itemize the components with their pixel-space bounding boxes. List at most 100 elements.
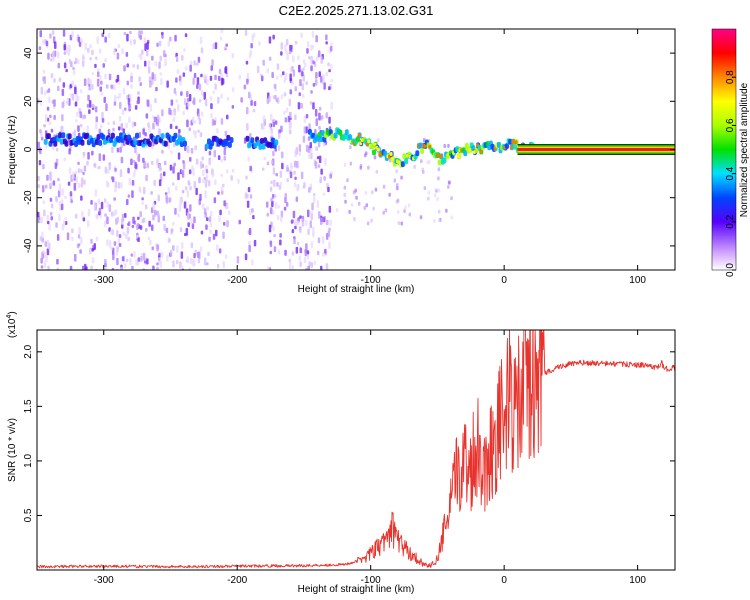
noise-speckle xyxy=(213,197,217,204)
frequency-track-blob xyxy=(418,142,423,149)
noise-speckle xyxy=(250,43,253,49)
noise-speckle xyxy=(302,67,305,71)
frequency-track-blob xyxy=(344,129,349,136)
noise-speckle xyxy=(79,89,83,94)
noise-speckle xyxy=(189,257,193,265)
noise-speckle xyxy=(305,81,308,86)
noise-speckle xyxy=(198,251,201,260)
noise-speckle xyxy=(108,162,111,171)
noise-speckle xyxy=(447,184,450,189)
noise-speckle xyxy=(174,208,177,215)
noise-speckle xyxy=(131,179,135,186)
noise-speckle xyxy=(119,101,122,109)
noise-speckle xyxy=(248,240,251,247)
noise-speckle xyxy=(40,86,44,95)
noise-speckle xyxy=(220,158,223,163)
noise-speckle xyxy=(139,82,142,86)
noise-speckle xyxy=(57,190,61,198)
noise-speckle xyxy=(251,208,254,213)
noise-speckle xyxy=(186,190,190,198)
noise-speckle xyxy=(151,160,154,165)
noise-speckle xyxy=(77,36,81,43)
noise-speckle xyxy=(307,228,310,235)
noise-speckle xyxy=(220,118,224,125)
noise-speckle xyxy=(147,66,151,74)
noise-speckle xyxy=(197,259,201,264)
noise-speckle xyxy=(94,189,98,197)
noise-speckle xyxy=(163,160,167,166)
noise-speckle xyxy=(290,44,293,50)
noise-speckle xyxy=(75,176,78,184)
noise-speckle xyxy=(195,158,199,165)
noise-speckle xyxy=(46,214,49,223)
noise-speckle xyxy=(115,250,119,256)
noise-speckle xyxy=(77,168,81,173)
x-tick-label: -100 xyxy=(361,575,381,586)
noise-speckle xyxy=(382,210,385,215)
frequency-track-blob xyxy=(348,134,352,141)
noise-speckle xyxy=(323,82,326,90)
noise-speckle xyxy=(206,217,209,222)
noise-speckle xyxy=(140,256,143,262)
frequency-track-blob xyxy=(420,148,425,154)
noise-speckle xyxy=(177,213,180,218)
noise-speckle xyxy=(312,60,315,64)
noise-speckle xyxy=(281,151,284,159)
noise-speckle xyxy=(283,92,287,97)
noise-speckle xyxy=(208,236,211,242)
noise-speckle xyxy=(245,175,248,180)
noise-speckle xyxy=(116,147,120,153)
noise-speckle xyxy=(357,201,361,206)
frequency-track-blob xyxy=(224,140,229,147)
noise-speckle xyxy=(57,51,60,59)
noise-speckle xyxy=(132,216,135,224)
noise-speckle xyxy=(42,164,45,170)
noise-speckle xyxy=(168,197,172,203)
noise-speckle xyxy=(154,98,157,104)
noise-speckle xyxy=(74,101,78,107)
noise-speckle xyxy=(231,105,235,109)
noise-speckle xyxy=(142,217,146,223)
frequency-track-blob xyxy=(74,141,79,147)
noise-speckle xyxy=(200,230,204,235)
noise-speckle xyxy=(74,170,77,175)
frequency-track-blob xyxy=(96,134,101,140)
noise-speckle xyxy=(270,160,274,165)
noise-speckle xyxy=(249,165,252,172)
noise-speckle xyxy=(167,237,171,244)
noise-speckle xyxy=(184,66,188,71)
frequency-track-blob xyxy=(245,135,250,142)
frequency-track-blob xyxy=(80,139,85,146)
noise-speckle xyxy=(272,167,276,175)
noise-speckle xyxy=(82,265,85,270)
noise-speckle xyxy=(213,149,216,158)
frequency-track-blob xyxy=(400,161,405,168)
noise-speckle xyxy=(88,86,91,91)
noise-speckle xyxy=(96,78,100,87)
frequency-track-blob xyxy=(253,142,258,149)
noise-speckle xyxy=(56,234,60,241)
noise-speckle xyxy=(120,219,124,226)
noise-speckle xyxy=(330,101,333,110)
noise-speckle xyxy=(184,33,188,38)
noise-speckle xyxy=(199,246,203,252)
noise-speckle xyxy=(142,252,146,261)
noise-speckle xyxy=(77,182,81,188)
noise-speckle xyxy=(146,258,149,265)
frequency-track-blob xyxy=(274,139,279,146)
noise-speckle xyxy=(178,75,182,82)
noise-speckle xyxy=(154,61,158,67)
noise-speckle xyxy=(80,195,83,201)
noise-speckle xyxy=(272,34,275,40)
noise-speckle xyxy=(151,72,154,80)
noise-speckle xyxy=(202,179,205,184)
noise-speckle xyxy=(120,156,124,164)
noise-speckle xyxy=(256,65,260,74)
noise-speckle xyxy=(447,180,451,185)
noise-speckle xyxy=(89,44,92,49)
noise-speckle xyxy=(343,162,347,167)
noise-speckle xyxy=(167,146,171,150)
noise-speckle xyxy=(157,194,160,202)
noise-speckle xyxy=(71,228,74,234)
noise-speckle xyxy=(174,34,177,42)
